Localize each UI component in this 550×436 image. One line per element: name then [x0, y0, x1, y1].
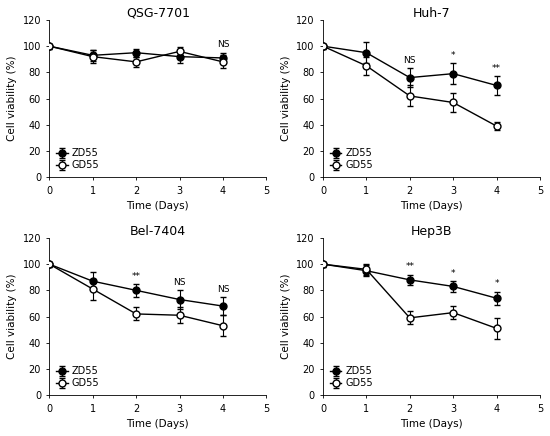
Title: Hep3B: Hep3B: [411, 225, 452, 238]
Legend: ZD55, GD55: ZD55, GD55: [54, 146, 101, 172]
Text: **: **: [405, 262, 414, 271]
Text: **: **: [131, 272, 141, 280]
Text: *: *: [451, 269, 455, 278]
Y-axis label: Cell viability (%): Cell viability (%): [280, 56, 290, 141]
Title: QSG-7701: QSG-7701: [126, 7, 190, 20]
Legend: ZD55, GD55: ZD55, GD55: [328, 146, 375, 172]
X-axis label: Time (Days): Time (Days): [400, 201, 463, 211]
Y-axis label: Cell viability (%): Cell viability (%): [7, 274, 17, 359]
Text: *: *: [494, 279, 499, 288]
Y-axis label: Cell viability (%): Cell viability (%): [280, 274, 290, 359]
Text: NS: NS: [217, 285, 229, 293]
Legend: ZD55, GD55: ZD55, GD55: [328, 364, 375, 390]
Legend: ZD55, GD55: ZD55, GD55: [54, 364, 101, 390]
Text: *: *: [451, 51, 455, 60]
X-axis label: Time (Days): Time (Days): [126, 201, 189, 211]
Title: Bel-7404: Bel-7404: [130, 225, 186, 238]
Y-axis label: Cell viability (%): Cell viability (%): [7, 56, 17, 141]
Title: Huh-7: Huh-7: [412, 7, 450, 20]
Text: NS: NS: [404, 56, 416, 65]
X-axis label: Time (Days): Time (Days): [400, 419, 463, 429]
Text: **: **: [492, 64, 501, 73]
Text: NS: NS: [217, 41, 229, 49]
X-axis label: Time (Days): Time (Days): [126, 419, 189, 429]
Text: NS: NS: [173, 278, 186, 287]
